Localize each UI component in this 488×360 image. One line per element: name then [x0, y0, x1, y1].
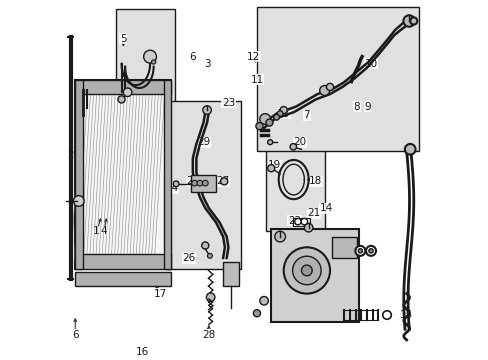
Circle shape [366, 246, 375, 256]
Bar [75, 272, 171, 287]
Text: 17: 17 [154, 289, 167, 299]
Circle shape [203, 106, 211, 114]
Text: 25: 25 [186, 176, 199, 186]
Circle shape [265, 119, 272, 126]
Circle shape [283, 247, 329, 294]
Text: 27: 27 [216, 176, 229, 186]
Text: 1: 1 [93, 226, 100, 236]
Circle shape [197, 180, 203, 186]
Circle shape [294, 219, 301, 225]
Bar [163, 80, 171, 269]
Bar [271, 229, 358, 322]
Circle shape [255, 122, 263, 130]
Circle shape [202, 180, 208, 186]
Circle shape [206, 293, 215, 301]
Bar [293, 218, 310, 226]
Circle shape [191, 180, 197, 186]
Circle shape [355, 246, 365, 256]
Text: 29: 29 [197, 137, 210, 147]
Circle shape [304, 224, 312, 232]
Circle shape [289, 144, 296, 150]
Text: 28: 28 [202, 330, 215, 339]
Bar [265, 133, 324, 231]
Circle shape [207, 253, 212, 258]
Circle shape [277, 111, 283, 117]
Circle shape [123, 88, 132, 96]
Text: 5: 5 [120, 34, 126, 44]
Text: 14: 14 [319, 203, 332, 213]
Bar [75, 80, 83, 269]
Circle shape [292, 256, 321, 285]
Text: 23: 23 [222, 98, 235, 108]
Circle shape [403, 15, 414, 27]
Circle shape [274, 231, 285, 242]
Bar [167, 101, 241, 269]
Text: 13: 13 [277, 109, 290, 119]
Circle shape [404, 144, 415, 155]
Text: 7: 7 [303, 111, 309, 121]
Circle shape [382, 311, 390, 319]
Bar [331, 237, 356, 258]
Text: 9: 9 [364, 102, 370, 112]
Text: 11: 11 [250, 75, 263, 85]
Circle shape [409, 17, 416, 24]
Circle shape [301, 265, 311, 276]
Bar [75, 80, 171, 94]
Text: 22: 22 [287, 216, 301, 226]
Circle shape [253, 310, 260, 317]
Bar [116, 9, 175, 108]
Text: 15: 15 [399, 310, 412, 320]
Text: 21: 21 [307, 208, 320, 219]
Circle shape [259, 114, 270, 124]
Circle shape [267, 140, 272, 145]
Circle shape [73, 195, 84, 206]
Bar [75, 255, 171, 269]
Circle shape [118, 96, 125, 103]
Bar [191, 175, 216, 192]
Circle shape [151, 60, 156, 64]
Circle shape [280, 107, 286, 114]
Text: 6: 6 [72, 330, 79, 339]
Circle shape [220, 178, 227, 185]
Bar [223, 262, 239, 287]
Text: 8: 8 [353, 102, 359, 112]
Text: 26: 26 [182, 253, 196, 263]
Text: 12: 12 [246, 51, 260, 62]
Text: 24: 24 [164, 184, 178, 193]
Bar [257, 7, 418, 151]
Circle shape [259, 297, 268, 305]
Text: 3: 3 [203, 59, 210, 69]
Circle shape [173, 181, 179, 187]
Bar [75, 80, 171, 269]
Text: 20: 20 [293, 137, 305, 147]
Text: 16: 16 [136, 347, 149, 357]
Text: 10: 10 [364, 59, 377, 69]
Circle shape [273, 114, 279, 120]
Text: 19: 19 [267, 160, 281, 170]
Circle shape [319, 85, 329, 95]
Circle shape [357, 249, 362, 253]
Text: 2: 2 [67, 150, 74, 159]
Circle shape [143, 50, 156, 63]
Circle shape [267, 165, 274, 172]
Circle shape [326, 84, 333, 90]
Circle shape [368, 249, 372, 253]
Text: 6: 6 [189, 51, 196, 62]
Circle shape [202, 242, 208, 249]
Circle shape [301, 219, 307, 225]
Text: 18: 18 [308, 176, 322, 186]
Text: 4: 4 [100, 226, 107, 236]
